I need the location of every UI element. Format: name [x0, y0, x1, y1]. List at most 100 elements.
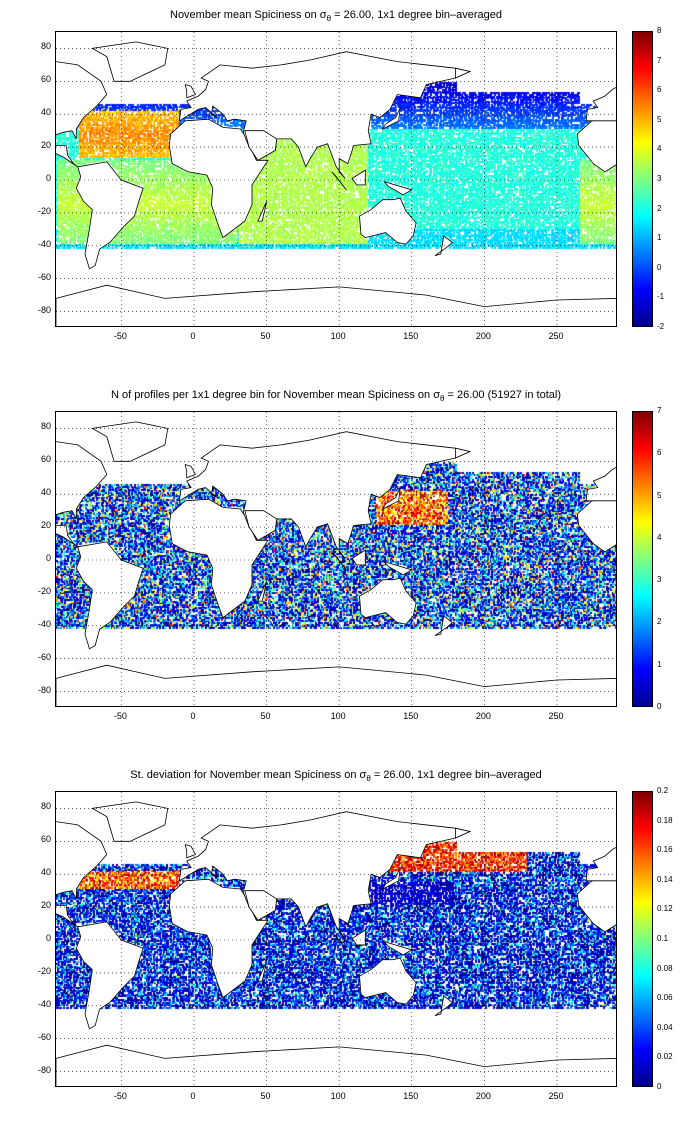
x-tick-label: 0	[190, 1091, 196, 1101]
colorbar-tick-label: 2	[657, 617, 662, 627]
coastline	[75, 921, 144, 1030]
y-tick-label: 60	[40, 74, 51, 85]
coastline	[184, 844, 196, 859]
coastline	[75, 161, 144, 270]
coastline	[91, 801, 169, 842]
title-subscript: θ	[326, 14, 332, 24]
x-tick-label: 150	[403, 1091, 419, 1101]
x-tick-label: -50	[113, 711, 127, 721]
x-tick-label: 200	[475, 711, 491, 721]
panel-title: St. deviation for November mean Spicines…	[55, 769, 617, 783]
x-tick-label: 0	[190, 331, 196, 341]
title-subscript: θ	[366, 774, 371, 784]
x-tick-label: 100	[330, 1091, 346, 1101]
x-tick-label: -50	[113, 1091, 127, 1101]
x-tick-label: 150	[403, 331, 419, 341]
y-tick-label: 80	[40, 801, 51, 812]
y-tick-label: 60	[40, 454, 51, 465]
map-plot-area	[55, 791, 617, 1087]
y-tick-label: -60	[37, 1031, 51, 1042]
x-tick-label: 250	[548, 711, 564, 721]
y-tick-label: -40	[37, 998, 51, 1009]
y-tick-label: 80	[40, 421, 51, 432]
colorbar-tick-label: 6	[657, 85, 662, 95]
coastline	[244, 890, 278, 921]
coastline	[359, 577, 417, 625]
title-text: November mean Spiciness on	[170, 9, 320, 21]
colorbar-tick-label: 0.06	[657, 993, 673, 1003]
y-tick-label: -80	[37, 304, 51, 315]
y-tick-label: 40	[40, 867, 51, 878]
title-text: N of profiles per 1x1 degree bin for Nov…	[111, 389, 434, 401]
y-tick-label: 60	[40, 834, 51, 845]
x-tick-label: 0	[190, 711, 196, 721]
title-sigma: σ	[319, 9, 327, 21]
coastline	[244, 130, 278, 161]
coastline	[381, 487, 401, 510]
coastline	[585, 846, 616, 882]
coastline	[382, 560, 413, 576]
x-tick-label: 50	[260, 1091, 271, 1101]
x-tick-label: 200	[475, 1091, 491, 1101]
y-tick-label: 40	[40, 107, 51, 118]
x-tick-label: 250	[548, 1091, 564, 1101]
title-text-end: = 26.00, 1x1 degree bin–averaged	[331, 9, 502, 21]
colorbar-tick-label: 7	[657, 406, 662, 415]
y-tick-label: -20	[37, 585, 51, 596]
y-tick-label: 0	[45, 553, 51, 563]
coastline	[576, 498, 616, 553]
coastline	[56, 1044, 616, 1086]
colorbar-tick-label: 5	[657, 490, 662, 500]
map-plot-area	[55, 31, 617, 327]
coastline	[351, 929, 366, 946]
coastline	[91, 41, 169, 82]
coastline	[382, 940, 413, 956]
coastline	[382, 180, 413, 196]
coastline	[585, 466, 616, 502]
colorbar-tick-label: 1	[657, 233, 662, 243]
y-tick-label: 40	[40, 487, 51, 498]
colorbar-tick-label: 5	[657, 114, 662, 124]
colorbar-tick-label: -1	[657, 292, 665, 302]
x-tick-label: 50	[260, 331, 271, 341]
y-tick-label: -40	[37, 238, 51, 249]
y-tick-label: -20	[37, 965, 51, 976]
colorbar-tick-label: -2	[657, 322, 665, 331]
coastline	[434, 615, 454, 636]
colorbar-tick-label: 0.08	[657, 963, 673, 973]
coastline	[351, 169, 366, 186]
colorbar	[632, 411, 653, 707]
colorbar-tick-label: 0.14	[657, 874, 673, 884]
map-panel-std: St. deviation for November mean Spicines…	[0, 760, 696, 1140]
colorbar-tick-label: 0.02	[657, 1052, 673, 1062]
title-text-end: = 26.00 (51927 in total)	[444, 389, 561, 401]
coastline	[576, 878, 616, 933]
y-tick-label: 20	[40, 520, 51, 531]
coastline	[585, 86, 616, 122]
colorbar-tick-label: 0.2	[657, 786, 669, 795]
title-text: St. deviation for November mean Spicines…	[130, 769, 360, 781]
coastline	[454, 447, 472, 459]
coastline	[351, 549, 366, 566]
coastline	[257, 201, 267, 222]
y-tick-label: -60	[37, 271, 51, 282]
map-overlay	[56, 412, 616, 706]
colorbar-tick-label: 6	[657, 448, 662, 458]
title-sigma: σ	[433, 389, 441, 401]
map-panel-count: N of profiles per 1x1 degree bin for Nov…	[0, 380, 696, 760]
coastline	[56, 664, 616, 706]
colorbar-tick-label: 0.04	[657, 1022, 673, 1032]
map-overlay	[56, 792, 616, 1086]
panel-title: N of profiles per 1x1 degree bin for Nov…	[55, 389, 617, 403]
x-tick-label: 100	[330, 711, 346, 721]
colorbar-tick-label: 0	[657, 262, 662, 272]
x-tick-label: 100	[330, 331, 346, 341]
colorbar-tick-label: 0.18	[657, 815, 673, 825]
coastline	[56, 284, 616, 326]
x-tick-label: 200	[475, 331, 491, 341]
colorbar	[632, 791, 653, 1087]
coastline	[381, 867, 401, 890]
x-tick-label: 150	[403, 711, 419, 721]
x-tick-label: -50	[113, 331, 127, 341]
coastline	[257, 581, 267, 602]
